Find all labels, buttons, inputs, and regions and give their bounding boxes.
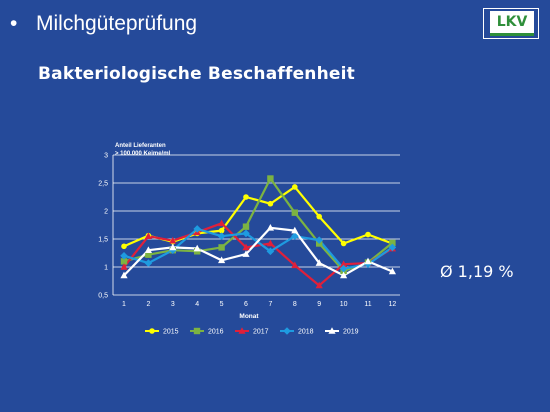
legend-label: 2018 — [298, 329, 314, 336]
data-point-2017 — [315, 281, 323, 289]
chart-grid — [112, 154, 400, 296]
data-point-2019 — [266, 224, 274, 231]
legend-marker — [328, 327, 336, 334]
data-point-2019 — [144, 246, 152, 253]
legend-label: 2017 — [253, 329, 269, 336]
legend-marker — [238, 327, 246, 334]
x-tick-label: 5 — [220, 301, 224, 308]
data-point-2018 — [315, 236, 323, 244]
data-point-2018 — [120, 252, 128, 260]
legend-label: 2015 — [163, 329, 179, 336]
x-tick-label: 8 — [293, 301, 297, 308]
data-point-2019 — [291, 226, 299, 234]
data-point-2019 — [340, 271, 348, 279]
lkv-logo: LKV — [490, 11, 534, 33]
y-tick-label: 0,5 — [98, 293, 108, 300]
x-tick-label: 4 — [195, 301, 199, 308]
slide-subtitle: Bakteriologische Beschaffenheit — [38, 64, 355, 84]
data-point-2015 — [121, 243, 127, 250]
data-point-2018 — [217, 232, 226, 240]
x-tick-label: 1 — [122, 301, 126, 308]
data-point-2019 — [120, 271, 128, 279]
average-value: Ø 1,19 % — [440, 262, 514, 281]
legend-label: 2019 — [343, 329, 359, 336]
data-point-2016 — [267, 175, 274, 182]
x-tick-label: 9 — [317, 301, 321, 308]
chart-legend: 2015 2016 2017 2018 2019 — [145, 327, 359, 336]
series-line-2019 — [123, 226, 393, 277]
data-point-2019 — [242, 250, 250, 257]
data-point-2016 — [389, 239, 396, 247]
data-point-2017 — [340, 260, 348, 267]
data-point-2017 — [242, 243, 250, 251]
data-point-2015 — [292, 184, 298, 190]
data-point-2017 — [291, 261, 299, 269]
data-point-2016 — [120, 258, 128, 265]
data-point-2018 — [193, 225, 201, 233]
series-line-2016 — [123, 177, 394, 273]
y-axis-label-line1: Anteil Lieferanten — [115, 143, 166, 149]
data-point-2018 — [388, 243, 397, 252]
slide-title: • Milchgüteprüfung — [10, 12, 197, 36]
data-point-2018 — [144, 259, 153, 267]
x-tick-label: 6 — [244, 301, 248, 308]
series-markers — [120, 175, 397, 289]
x-tick-label: 11 — [364, 301, 371, 308]
data-point-2016 — [145, 251, 152, 258]
data-point-2015 — [316, 213, 323, 220]
data-point-2017 — [218, 219, 226, 227]
data-point-2019 — [193, 244, 201, 252]
data-point-2018 — [242, 229, 250, 238]
y-axis-ticks: 0,5 1 1,5 2 2,5 3 — [98, 153, 108, 300]
legend-marker — [193, 327, 201, 335]
x-tick-label: 7 — [268, 301, 272, 308]
x-tick-label: 3 — [171, 301, 175, 308]
data-point-2015 — [218, 227, 225, 234]
slide-title-text: Milchgüteprüfung — [36, 12, 198, 35]
x-tick-label: 12 — [389, 301, 397, 308]
y-tick-label: 1,5 — [98, 237, 108, 244]
y-axis-label-line2: > 100.000 Keime/ml — [115, 151, 171, 157]
series-lines — [123, 177, 394, 287]
data-point-2015 — [243, 194, 249, 200]
data-point-2015 — [340, 240, 347, 247]
data-point-2017 — [120, 263, 128, 270]
legend-marker — [283, 327, 291, 335]
x-tick-label: 10 — [340, 301, 348, 308]
data-point-2015 — [267, 200, 274, 207]
x-axis-label: Monat — [239, 313, 259, 320]
data-point-2018 — [339, 264, 348, 273]
y-tick-label: 2 — [104, 209, 108, 216]
data-point-2018 — [266, 247, 275, 256]
legend-label: 2016 — [208, 329, 224, 336]
x-tick-label: 2 — [146, 301, 150, 308]
y-tick-label: 1 — [104, 265, 108, 272]
data-point-2015 — [365, 231, 371, 238]
data-point-2016 — [218, 244, 225, 251]
data-point-2016 — [242, 223, 250, 230]
series-line-2017 — [123, 222, 393, 287]
data-point-2017 — [144, 232, 152, 239]
data-point-2016 — [291, 209, 298, 216]
x-axis-ticks: 1 2 3 4 5 6 7 8 9 10 11 12 — [122, 301, 396, 308]
y-tick-label: 2,5 — [98, 181, 108, 188]
data-point-2019 — [169, 243, 177, 251]
logo-bar — [490, 33, 534, 36]
logo-frame — [483, 8, 539, 39]
series-line-2015 — [123, 185, 393, 248]
data-point-2018 — [291, 232, 299, 240]
data-point-2019 — [364, 257, 372, 265]
data-point-2019 — [315, 259, 323, 266]
y-tick-label: 3 — [104, 153, 108, 160]
data-point-2017 — [266, 239, 274, 247]
data-point-2019 — [388, 267, 396, 275]
legend-marker — [149, 328, 155, 334]
data-point-2017 — [169, 236, 177, 244]
data-point-2019 — [218, 256, 226, 264]
bullet: • — [10, 12, 18, 35]
